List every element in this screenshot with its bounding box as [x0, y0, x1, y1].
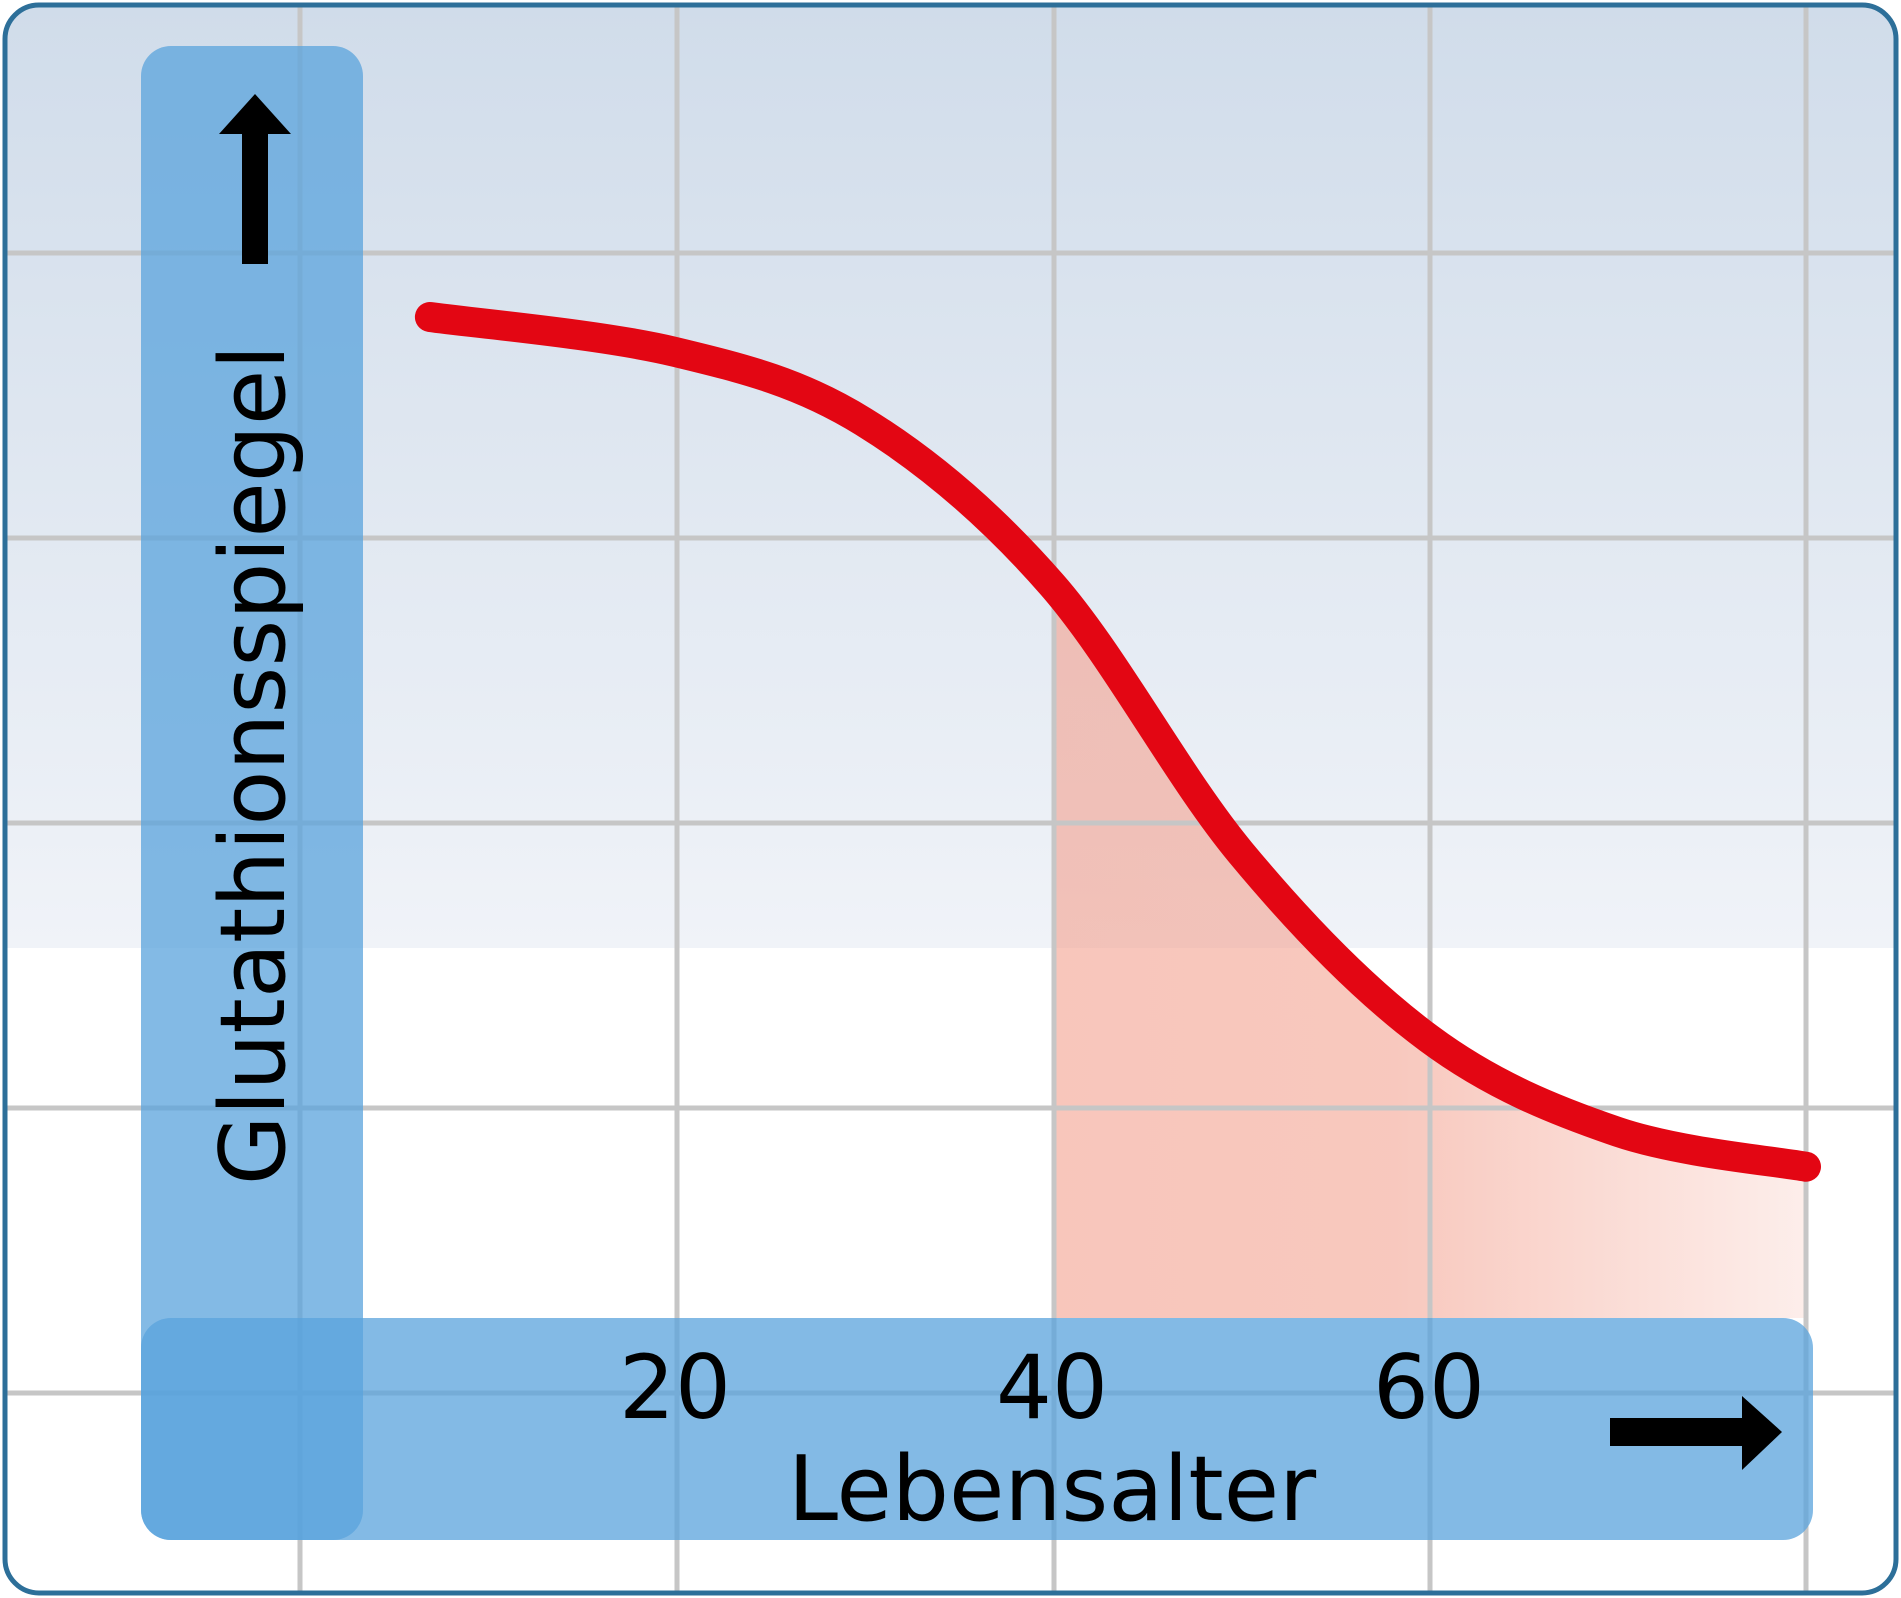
right-arrow-icon: [1610, 1396, 1782, 1470]
y-axis-band: [141, 46, 363, 1540]
x-axis-label: Lebensalter: [788, 1437, 1316, 1542]
x-tick-label-40: 40: [996, 1336, 1108, 1439]
x-tick-labels: 20 40 60: [619, 1336, 1485, 1439]
y-axis-label: Glutathionsspiegel: [201, 345, 306, 1185]
up-arrow-icon: [219, 94, 291, 264]
x-axis-band: [141, 1318, 1813, 1540]
x-tick-label-60: 60: [1373, 1336, 1485, 1439]
series-line: [414, 302, 1821, 1182]
x-tick-label-20: 20: [619, 1336, 731, 1439]
